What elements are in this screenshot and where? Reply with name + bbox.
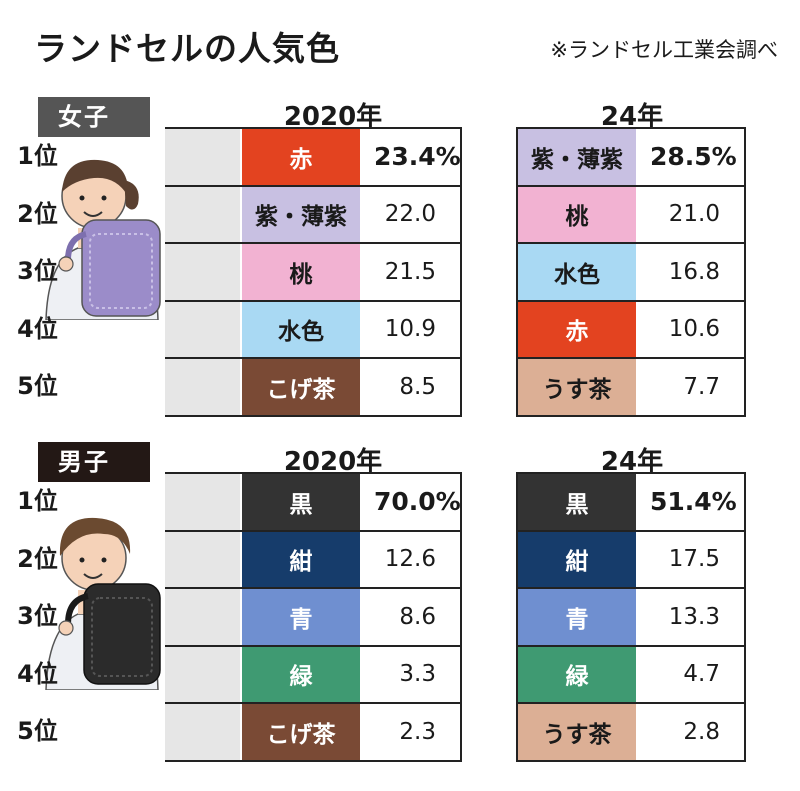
row-divider [518, 644, 746, 647]
row-divider [165, 127, 462, 129]
share-value: 21.0 [668, 201, 720, 228]
row-divider [518, 702, 746, 704]
color-name-cell: 水色 [242, 301, 360, 357]
share-value: 13.3 [668, 603, 720, 630]
color-name-cell: こげ茶 [242, 359, 360, 415]
table-border [516, 127, 518, 417]
row-divider [165, 644, 462, 647]
share-value: 28.5% [650, 142, 737, 172]
row-divider [518, 529, 746, 532]
row-divider [165, 184, 462, 187]
color-name-cell: 水色 [518, 244, 636, 300]
rank-column [165, 473, 240, 761]
share-value: 10.9 [384, 316, 436, 343]
row-divider [165, 472, 462, 474]
group-label: 男子 [38, 442, 150, 482]
share-value: 12.6 [384, 546, 436, 573]
rank-label: 2位 [17, 199, 58, 228]
color-name-cell: うす茶 [518, 704, 636, 760]
row-divider [165, 299, 462, 302]
share-value: 70.0% [374, 487, 461, 517]
share-value: 21.5 [384, 258, 436, 285]
row-divider [165, 702, 462, 704]
row-divider [518, 414, 746, 417]
rank-label: 4位 [17, 659, 58, 688]
group-label: 女子 [38, 97, 150, 137]
row-divider [518, 357, 746, 359]
table-border [744, 127, 746, 417]
share-value: 22.0 [384, 201, 436, 228]
color-name-cell: 緑 [518, 646, 636, 702]
row-divider [165, 242, 462, 244]
rank-label: 4位 [17, 314, 58, 343]
row-divider [165, 759, 462, 762]
color-name-cell: 紺 [242, 531, 360, 587]
rank-label: 5位 [17, 717, 58, 745]
table-border [516, 472, 518, 762]
color-name-cell: 桃 [242, 244, 360, 300]
color-name-cell: 紫・薄紫 [242, 186, 360, 242]
table-border [744, 472, 746, 762]
rank-column [165, 128, 240, 416]
color-name-cell: 桃 [518, 186, 636, 242]
share-value: 8.5 [399, 373, 436, 400]
rank-label: 3位 [17, 602, 58, 630]
rank-label: 1位 [17, 142, 58, 170]
share-value: 10.6 [668, 316, 720, 343]
share-value: 23.4% [374, 142, 461, 172]
color-name-cell: 赤 [518, 301, 636, 357]
share-value: 3.3 [399, 661, 436, 688]
color-name-cell: 赤 [242, 129, 360, 185]
row-divider [518, 299, 746, 302]
row-divider [518, 472, 746, 474]
boy-with-black-randoseru-icon [45, 517, 161, 690]
row-divider [518, 759, 746, 762]
color-name-cell: うす茶 [518, 359, 636, 415]
share-value: 2.8 [683, 718, 720, 745]
share-value: 16.8 [668, 258, 720, 285]
color-name-cell: こげ茶 [242, 704, 360, 760]
rank-label: 1位 [17, 487, 58, 515]
color-name-cell: 緑 [242, 646, 360, 702]
row-divider [518, 127, 746, 129]
chart-title: ランドセルの人気色 [34, 29, 340, 68]
share-value: 2.3 [399, 718, 436, 745]
color-name-cell: 青 [242, 589, 360, 645]
share-value: 51.4% [650, 487, 737, 517]
row-divider [165, 414, 462, 417]
rank-label: 2位 [17, 544, 58, 573]
color-name-cell: 黒 [518, 474, 636, 530]
row-divider [165, 357, 462, 359]
share-value: 7.7 [683, 373, 720, 400]
share-value: 8.6 [399, 603, 436, 630]
row-divider [518, 587, 746, 589]
share-value: 17.5 [668, 546, 720, 573]
girl-with-purple-randoseru-icon [45, 159, 161, 320]
row-divider [518, 242, 746, 244]
color-name-cell: 紫・薄紫 [518, 129, 636, 185]
table-border [460, 127, 462, 417]
rank-label: 3位 [17, 257, 58, 285]
color-name-cell: 青 [518, 589, 636, 645]
row-divider [165, 587, 462, 589]
color-name-cell: 黒 [242, 474, 360, 530]
row-divider [518, 184, 746, 187]
share-value: 4.7 [683, 661, 720, 688]
table-border [460, 472, 462, 762]
source-note: ※ランドセル工業会調べ [550, 38, 778, 62]
color-name-cell: 紺 [518, 531, 636, 587]
rank-label: 5位 [17, 372, 58, 400]
row-divider [165, 529, 462, 532]
